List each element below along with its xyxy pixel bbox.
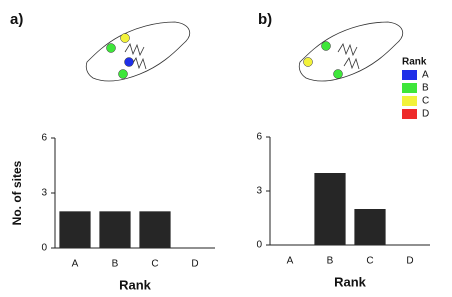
bar (139, 211, 171, 248)
island-map-b (298, 21, 404, 82)
panel-label: b) (258, 11, 272, 28)
y-tick-label: 3 (256, 186, 262, 197)
legend-label: A (422, 70, 429, 81)
x-tick-label: B (112, 259, 119, 270)
legend-swatch (402, 70, 417, 80)
legend-swatch (402, 83, 417, 93)
island-map-a (85, 21, 191, 82)
y-axis-label: No. of sites (10, 160, 24, 225)
bar (59, 211, 91, 248)
x-tick-label: C (151, 259, 158, 270)
legend-swatch (402, 96, 417, 106)
legend-title: Rank (402, 57, 427, 68)
x-axis-label: Rank (334, 274, 367, 289)
legend-label: C (422, 96, 429, 107)
legend-label: D (422, 109, 429, 120)
x-tick-label: C (366, 256, 373, 267)
y-tick-label: 3 (41, 188, 47, 199)
y-tick-label: 0 (256, 240, 262, 251)
x-tick-label: A (72, 259, 79, 270)
x-tick-label: D (191, 259, 198, 270)
legend-label: B (422, 83, 429, 94)
x-tick-label: B (327, 256, 334, 267)
bar (314, 173, 346, 245)
y-tick-label: 6 (41, 133, 47, 144)
x-tick-label: D (406, 256, 413, 267)
x-axis-label: Rank (119, 277, 152, 292)
legend-swatch (402, 109, 417, 119)
y-tick-label: 0 (41, 243, 47, 254)
panel-label: a) (10, 11, 23, 28)
y-tick-label: 6 (256, 132, 262, 143)
x-tick-label: A (287, 256, 294, 267)
bar (354, 209, 386, 245)
bar (99, 211, 131, 248)
